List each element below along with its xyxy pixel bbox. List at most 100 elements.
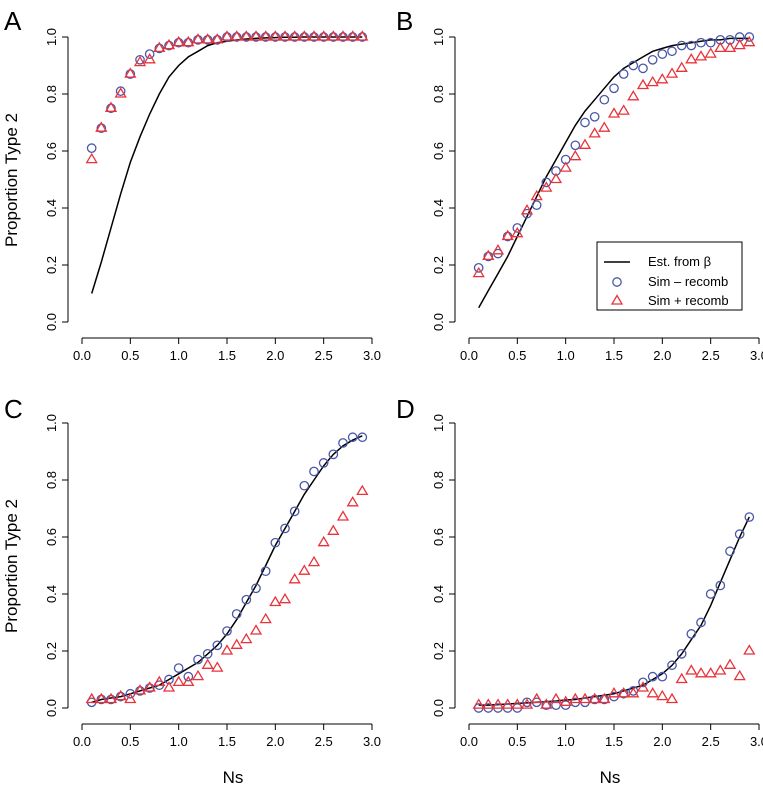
point-sim-recomb-d: [617, 687, 630, 698]
point-sim-no-recomb-a: [222, 32, 232, 42]
point-sim-recomb-a: [288, 30, 301, 41]
y-tick-label-a: 0.4: [44, 199, 59, 217]
point-sim-recomb-a: [220, 30, 234, 41]
point-sim-no-recomb-b: [618, 69, 629, 79]
y-tick-label-d: 0.6: [431, 528, 446, 546]
y-tick-label-a: 0.0: [44, 313, 59, 331]
y-tick-label-b: 0.2: [431, 256, 446, 274]
point-sim-no-recomb-a: [280, 32, 290, 42]
point-sim-recomb-b: [520, 204, 534, 215]
point-sim-recomb-d: [598, 692, 611, 704]
point-sim-recomb-d: [588, 692, 601, 704]
point-sim-recomb-b: [607, 107, 621, 118]
point-sim-recomb-b: [569, 149, 582, 161]
x-tick-label-c: 1.0: [170, 734, 188, 749]
point-sim-no-recomb-d: [638, 677, 648, 688]
y-tick-label-b: 0.8: [431, 85, 446, 103]
point-sim-recomb-a: [327, 30, 340, 41]
point-sim-recomb-d: [501, 698, 514, 709]
y-tick-label-b: 0.4: [431, 199, 446, 217]
point-sim-recomb-b: [559, 161, 572, 172]
point-sim-recomb-d: [549, 692, 563, 704]
x-tick-label-c: 2.5: [315, 734, 333, 749]
x-axis-title-right: Ns: [600, 768, 621, 787]
point-sim-recomb-a: [104, 101, 118, 112]
y-tick-label-c: 1.0: [44, 414, 59, 432]
point-sim-no-recomb-d: [705, 589, 716, 599]
point-sim-recomb-c: [191, 669, 205, 681]
point-sim-recomb-d: [743, 644, 756, 655]
point-sim-recomb-c: [85, 692, 98, 704]
point-sim-recomb-d: [636, 681, 650, 692]
model-line-a: [90, 36, 363, 294]
point-sim-recomb-c: [259, 612, 272, 624]
y-tick-label-b: 0.0: [431, 313, 446, 331]
point-sim-recomb-c: [240, 632, 253, 644]
point-sim-recomb-c: [153, 675, 166, 687]
x-tick-label-b: 1.5: [605, 348, 623, 363]
y-tick-label-d: 1.0: [431, 414, 446, 432]
x-tick-label-c: 3.0: [363, 734, 381, 749]
y-tick-label-a: 1.0: [44, 28, 59, 46]
x-tick-label-c: 2.0: [266, 734, 284, 749]
point-sim-recomb-c: [288, 573, 301, 584]
point-sim-recomb-c: [269, 595, 282, 607]
point-sim-no-recomb-b: [473, 262, 484, 273]
point-sim-recomb-d: [656, 689, 669, 701]
point-sim-recomb-d: [675, 672, 688, 684]
point-sim-recomb-b: [675, 61, 688, 72]
point-sim-recomb-b: [472, 266, 485, 278]
point-sim-no-recomb-d: [667, 660, 677, 671]
point-sim-no-recomb-d: [647, 671, 658, 682]
legend-box: [596, 241, 743, 311]
point-sim-no-recomb-c: [251, 583, 261, 594]
point-sim-recomb-b: [733, 38, 746, 50]
x-tick-label-b: 0.5: [508, 348, 526, 363]
point-sim-recomb-d: [559, 695, 572, 706]
point-sim-recomb-b: [491, 244, 505, 255]
point-sim-no-recomb-a: [144, 49, 155, 59]
point-sim-no-recomb-a: [115, 86, 126, 97]
x-tick-label-d: 0.0: [460, 734, 478, 749]
point-sim-recomb-b: [685, 53, 698, 64]
panel-d: D 0.0 0.2 0.4 0.6 0.8 1.0 0.0 0.5 1.0 1.5 2.0 2.5 3.…: [396, 394, 763, 749]
point-sim-recomb-c: [336, 510, 350, 521]
point-sim-recomb-a: [298, 30, 311, 41]
point-sim-no-recomb-c: [270, 537, 281, 548]
point-sim-recomb-b: [540, 181, 553, 192]
point-sim-recomb-c: [182, 675, 195, 687]
x-tick-label-b: 0.0: [460, 348, 478, 363]
point-sim-no-recomb-c: [299, 480, 310, 491]
point-sim-recomb-c: [356, 484, 369, 496]
point-sim-recomb-c: [298, 564, 311, 575]
point-sim-recomb-a: [259, 30, 272, 41]
point-sim-recomb-d: [482, 698, 495, 709]
point-sim-recomb-c: [201, 658, 214, 669]
x-tick-label-a: 0.5: [121, 348, 139, 363]
legend-label-model: Est. from β: [648, 254, 711, 269]
point-sim-recomb-c: [346, 496, 359, 507]
point-sim-no-recomb-c: [309, 466, 319, 477]
x-tick-label-b: 3.0: [750, 348, 763, 363]
point-sim-no-recomb-c: [202, 648, 213, 659]
y-tick-label-d: 0.0: [431, 699, 446, 717]
point-sim-recomb-c: [114, 689, 127, 701]
point-sim-recomb-c: [307, 555, 321, 567]
y-tick-label-d: 0.4: [431, 585, 446, 603]
point-sim-recomb-c: [230, 638, 243, 649]
point-sim-recomb-a: [356, 30, 369, 41]
point-sim-no-recomb-a: [251, 32, 261, 42]
point-sim-recomb-d: [578, 692, 592, 704]
point-sim-no-recomb-d: [696, 617, 706, 628]
point-sim-no-recomb-d: [657, 671, 668, 682]
point-sim-recomb-d: [627, 687, 640, 698]
x-tick-label-a: 3.0: [363, 348, 381, 363]
point-sim-recomb-d: [723, 658, 737, 669]
point-sim-recomb-b: [549, 172, 563, 184]
x-tick-label-d: 2.0: [653, 734, 671, 749]
point-sim-no-recomb-b: [667, 46, 677, 57]
point-sim-recomb-a: [249, 30, 263, 41]
legend-label-sim-no-recomb: Sim – recomb: [648, 274, 728, 289]
x-tick-label-a: 1.5: [218, 348, 236, 363]
